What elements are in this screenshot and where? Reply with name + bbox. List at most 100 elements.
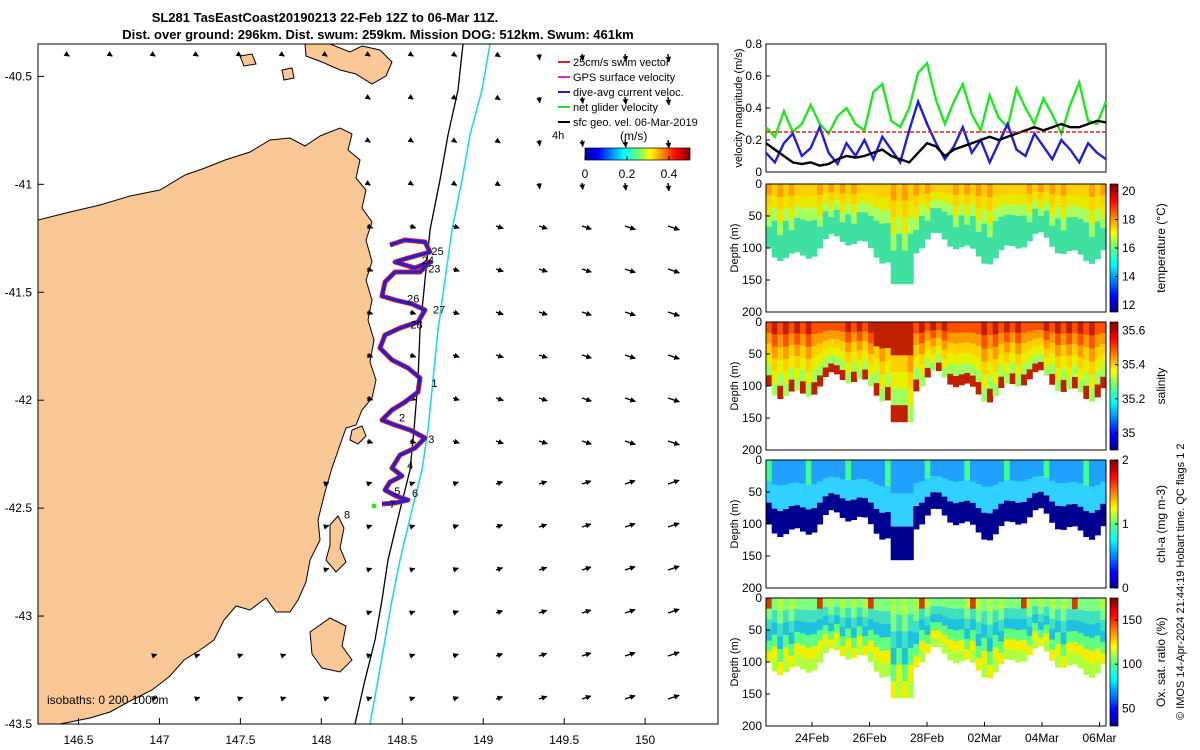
section-cell (800, 609, 807, 623)
section-cell (845, 332, 852, 343)
section-cell (924, 598, 931, 608)
section-cell (902, 388, 909, 406)
legend-label: dive-avg current veloc. (573, 87, 684, 99)
section-cell (975, 334, 982, 347)
section-cell (839, 598, 846, 608)
section-cell (1004, 332, 1011, 343)
section-cell (930, 184, 937, 193)
section-cell (771, 472, 778, 485)
section-cell (981, 335, 988, 349)
section-cell (822, 229, 829, 239)
section-cell (879, 210, 886, 224)
section-cell (1060, 483, 1067, 496)
current-vector (194, 696, 201, 702)
section-cell (777, 472, 784, 486)
section-cell (975, 496, 982, 509)
section-cell (998, 354, 1005, 367)
section-cell (902, 681, 909, 699)
section-cell (958, 353, 965, 365)
section-cell (1077, 656, 1084, 669)
section-cell (777, 222, 784, 236)
section-cell (1072, 515, 1079, 527)
section-cell (771, 322, 778, 335)
current-vector (665, 53, 672, 63)
section-cell (771, 520, 778, 534)
section-cell (1055, 379, 1062, 392)
current-vector (495, 353, 504, 359)
section-cell (1089, 361, 1096, 376)
section-cell (890, 476, 897, 494)
section-cell (970, 630, 977, 642)
section-cell (879, 322, 886, 336)
section-cell (890, 647, 897, 665)
section-cell (896, 460, 903, 477)
section-cell (890, 543, 897, 561)
section-cell (1021, 481, 1028, 492)
section-y-tick-label: 50 (749, 623, 763, 637)
section-cell (913, 598, 920, 610)
section-cell (947, 618, 954, 630)
section-cell (1066, 217, 1073, 229)
section-cell (805, 460, 812, 473)
current-vector (624, 522, 636, 528)
section-cell (868, 491, 875, 503)
section-cell (788, 356, 795, 369)
section-cell (794, 184, 801, 196)
section-cell (839, 203, 846, 214)
section-cell (975, 322, 982, 335)
current-vector (409, 352, 417, 358)
section-cell (1094, 359, 1101, 373)
section-cell (941, 349, 948, 360)
section-cell (1015, 460, 1022, 472)
section-cell (822, 496, 829, 506)
section-cell (845, 184, 852, 195)
section-cell (941, 229, 948, 240)
current-vector (106, 51, 113, 57)
current-vector (579, 53, 585, 62)
day-label: 23 (428, 264, 440, 276)
section-cell (930, 330, 937, 339)
section-cell (805, 472, 812, 486)
section-cell (1004, 500, 1011, 512)
section-cell (941, 331, 948, 341)
section-cell (964, 184, 971, 195)
section-cell (1100, 205, 1107, 218)
current-vector (366, 524, 373, 530)
section-cell (817, 651, 824, 663)
section-cell (941, 358, 948, 369)
section-cell (1055, 598, 1062, 610)
section-cell (1021, 619, 1028, 630)
section-cell (958, 194, 965, 206)
section-cell (1009, 194, 1016, 205)
section-cell (834, 348, 841, 358)
section-cell (1066, 653, 1073, 666)
section-cell (992, 635, 999, 648)
section-y-tick-label: 200 (742, 581, 762, 595)
section-cell (766, 194, 773, 206)
section-cell (851, 627, 858, 639)
current-vector (538, 566, 548, 572)
section-cell (800, 657, 807, 670)
section-cell (1072, 377, 1079, 389)
day-label: 2 (399, 412, 405, 424)
section-cell (845, 214, 852, 226)
section-cell (771, 460, 778, 473)
section-cell (902, 322, 909, 339)
section-cell (1094, 510, 1101, 523)
section-cell (788, 517, 795, 530)
section-cell (885, 499, 892, 513)
section-cell (890, 233, 897, 251)
section-cell (788, 230, 795, 242)
section-cell (851, 647, 858, 658)
section-cell (1060, 598, 1067, 610)
section-cell (794, 632, 801, 644)
section-cell (1038, 361, 1045, 371)
section-cell (958, 215, 965, 227)
section-cell (902, 631, 909, 649)
lon-tick-label: 148 (311, 733, 331, 747)
section-cell (845, 322, 852, 333)
section-cell (930, 484, 937, 493)
section-cell (992, 647, 999, 660)
section-cell (1055, 655, 1062, 668)
current-vector (538, 224, 548, 230)
